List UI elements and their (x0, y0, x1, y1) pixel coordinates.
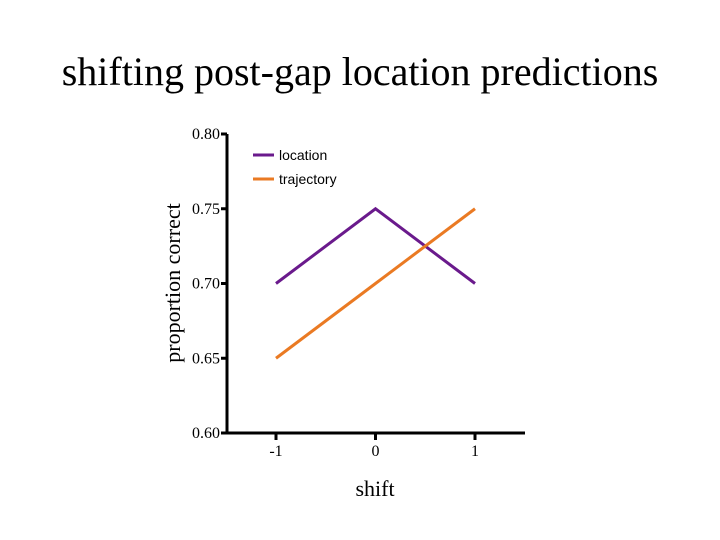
y-tick-label: 0.75 (192, 201, 220, 218)
x-tick-label: -1 (269, 443, 282, 460)
y-axis-title: proportion correct (160, 203, 185, 362)
legend: location trajectory (253, 147, 337, 187)
legend-label-location: location (279, 147, 327, 163)
legend-label-trajectory: trajectory (279, 171, 337, 187)
x-tick-label: 0 (372, 443, 380, 460)
axis-labels: shift proportion correct (160, 203, 395, 501)
y-tick-label: 0.60 (192, 425, 220, 442)
series-line-location (275, 206, 476, 285)
slide-title: shifting post-gap location predictions (61, 49, 659, 94)
series-layer (275, 206, 476, 360)
y-tick-label: 0.80 (192, 126, 220, 143)
series-line-trajectory (275, 207, 476, 360)
x-axis-title: shift (355, 476, 394, 501)
x-tick-label: 1 (471, 443, 479, 460)
y-tick-label: 0.65 (192, 350, 220, 367)
y-tick-label: 0.70 (192, 276, 220, 293)
axes: 0.60 0.65 0.70 0.75 0.80 -1 0 1 (192, 126, 525, 460)
